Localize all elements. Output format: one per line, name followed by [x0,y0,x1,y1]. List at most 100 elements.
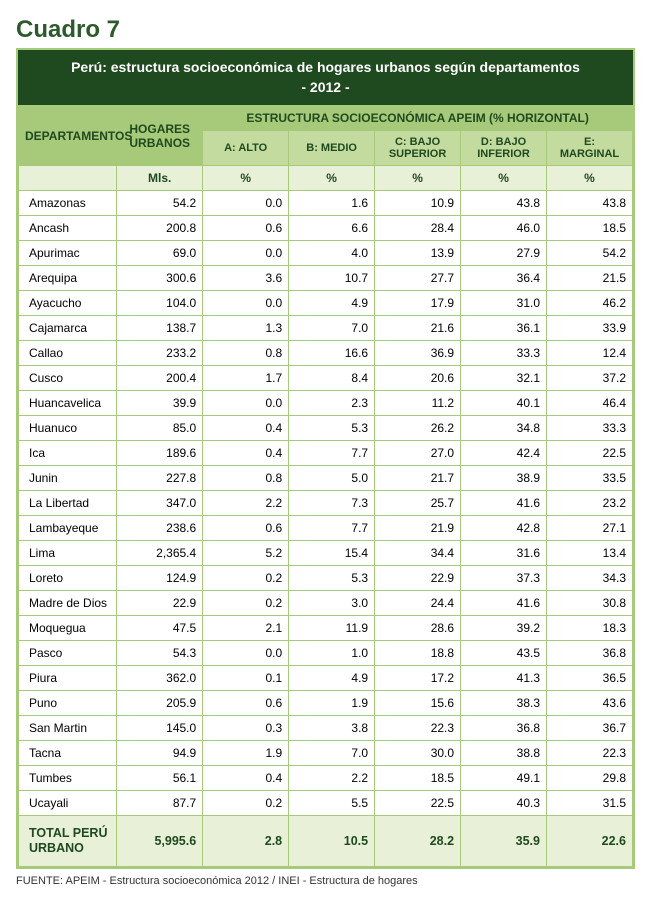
cell-d: 40.3 [461,791,547,816]
cell-b: 7.0 [289,316,375,341]
cell-a: 3.6 [203,266,289,291]
source-note: FUENTE: APEIM - Estructura socioeconómic… [16,875,635,887]
cell-e: 36.7 [547,716,633,741]
cell-b: 5.3 [289,416,375,441]
cell-c: 28.6 [375,616,461,641]
cell-hog: 22.9 [117,591,203,616]
cell-dept: Ucayali [19,791,117,816]
cell-e: 18.5 [547,216,633,241]
cell-b: 4.9 [289,666,375,691]
cell-c: 25.7 [375,491,461,516]
cell-b: 6.6 [289,216,375,241]
table-row: Apurimac69.00.04.013.927.954.2 [19,241,633,266]
cell-a: 0.2 [203,591,289,616]
table-row: Arequipa300.63.610.727.736.421.5 [19,266,633,291]
cell-d: 36.8 [461,716,547,741]
cell-hog: 205.9 [117,691,203,716]
table-row: Moquegua47.52.111.928.639.218.3 [19,616,633,641]
cell-b: 16.6 [289,341,375,366]
cell-a: 1.9 [203,741,289,766]
cell-dept: Lambayeque [19,516,117,541]
cell-e: 46.2 [547,291,633,316]
col-a: A: ALTO [203,131,289,166]
cell-d: 27.9 [461,241,547,266]
cell-d: 38.9 [461,466,547,491]
cell-hog: 200.4 [117,366,203,391]
cell-d: 49.1 [461,766,547,791]
cell-hog: 54.2 [117,191,203,216]
col-e: E: MARGINAL [547,131,633,166]
cell-a: 2.2 [203,491,289,516]
cell-e: 21.5 [547,266,633,291]
cell-hog: 69.0 [117,241,203,266]
cell-b: 3.8 [289,716,375,741]
cell-hog: 2,365.4 [117,541,203,566]
cell-d: 33.3 [461,341,547,366]
table-row: Ica189.60.47.727.042.422.5 [19,441,633,466]
cell-b: 5.5 [289,791,375,816]
cell-b: 7.3 [289,491,375,516]
cell-c: 27.7 [375,266,461,291]
cell-d: 41.6 [461,491,547,516]
cell-dept: Ayacucho [19,291,117,316]
cell-dept: Puno [19,691,117,716]
cell-a: 0.6 [203,516,289,541]
col-c: C: BAJO SUPERIOR [375,131,461,166]
cell-d: 46.0 [461,216,547,241]
cell-b: 1.9 [289,691,375,716]
col-dept: DEPARTAMENTOS [19,106,117,166]
cell-c: 21.6 [375,316,461,341]
cell-c: 17.2 [375,666,461,691]
cell-c: 13.9 [375,241,461,266]
cell-e: 43.8 [547,191,633,216]
cell-e: 23.2 [547,491,633,516]
cell-a: 0.2 [203,566,289,591]
cell-dept: Huancavelica [19,391,117,416]
cell-c: 22.9 [375,566,461,591]
cell-dept: Amazonas [19,191,117,216]
cell-b: 4.9 [289,291,375,316]
cell-a: 1.7 [203,366,289,391]
cell-b: 15.4 [289,541,375,566]
data-table: DEPARTAMENTOS HOGARES URBANOS ESTRUCTURA… [18,105,633,867]
cell-d: 43.5 [461,641,547,666]
cell-d: 31.0 [461,291,547,316]
cell-c: 18.8 [375,641,461,666]
table-row: Junin227.80.85.021.738.933.5 [19,466,633,491]
table-row: Pasco54.30.01.018.843.536.8 [19,641,633,666]
unit-e: % [547,166,633,191]
cell-e: 34.3 [547,566,633,591]
cell-c: 28.4 [375,216,461,241]
cell-a: 0.0 [203,391,289,416]
cell-e: 43.6 [547,691,633,716]
cell-hog: 124.9 [117,566,203,591]
banner-line1: Perú: estructura socioeconómica de hogar… [71,59,580,75]
cell-a: 0.4 [203,766,289,791]
cell-b: 2.2 [289,766,375,791]
cell-c: 22.3 [375,716,461,741]
cell-e: 37.2 [547,366,633,391]
cell-b: 8.4 [289,366,375,391]
cell-c: 10.9 [375,191,461,216]
cell-d: 40.1 [461,391,547,416]
cell-dept: Moquegua [19,616,117,641]
table-row: Ayacucho104.00.04.917.931.046.2 [19,291,633,316]
cell-dept: San Martin [19,716,117,741]
cell-dept: Ica [19,441,117,466]
cell-e: 27.1 [547,516,633,541]
table-row: Cusco200.41.78.420.632.137.2 [19,366,633,391]
cell-b: 7.7 [289,516,375,541]
cell-dept: Pasco [19,641,117,666]
cell-e: 31.5 [547,791,633,816]
table-row: Tacna94.91.97.030.038.822.3 [19,741,633,766]
unit-d: % [461,166,547,191]
total-a: 2.8 [203,816,289,867]
cell-dept: Callao [19,341,117,366]
cell-hog: 94.9 [117,741,203,766]
cell-b: 4.0 [289,241,375,266]
units-row: Mls. % % % % % [19,166,633,191]
table-row: Lima2,365.45.215.434.431.613.4 [19,541,633,566]
cell-b: 7.7 [289,441,375,466]
cell-hog: 54.3 [117,641,203,666]
unit-c: % [375,166,461,191]
